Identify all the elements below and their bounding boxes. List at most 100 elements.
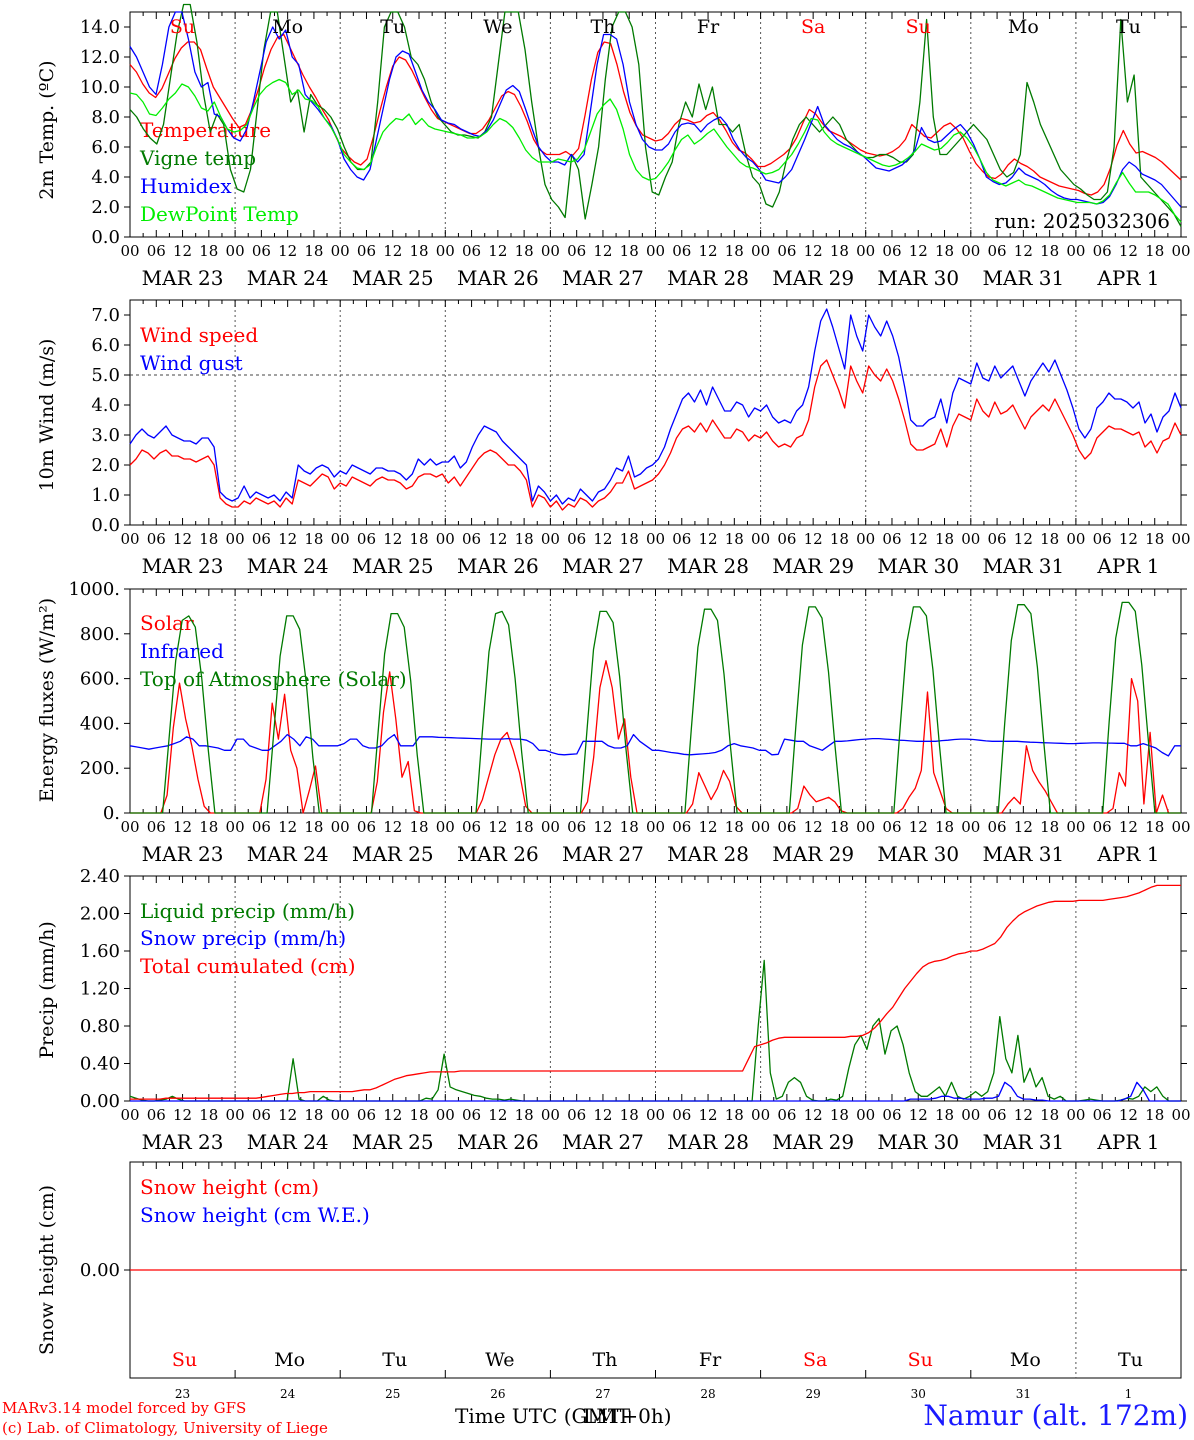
- legend-entry: Total cumulated (cm): [140, 954, 356, 978]
- hour-tick-label: 06: [147, 818, 166, 836]
- hour-tick-label: 12: [488, 242, 507, 260]
- hour-tick-label: 00: [1066, 242, 1085, 260]
- hour-tick-label: 18: [1040, 530, 1059, 548]
- hour-tick-label: 18: [515, 1106, 534, 1124]
- weekday-label-top: Mo: [272, 16, 303, 38]
- legend-entry: Snow precip (mm/h): [140, 926, 346, 950]
- hour-tick-label: 18: [935, 1106, 954, 1124]
- hour-tick-label: 06: [567, 242, 586, 260]
- y-tick-label: 14.0: [80, 17, 120, 38]
- date-label: MAR 27: [562, 554, 644, 578]
- y-tick-label: 12.0: [80, 47, 120, 68]
- hour-tick-label: 12: [909, 242, 928, 260]
- weekday-label-bottom: Sa: [803, 1349, 827, 1371]
- hour-tick-label: 06: [672, 1106, 691, 1124]
- y-tick-label: 600.: [80, 669, 120, 690]
- hour-tick-label: 06: [777, 818, 796, 836]
- model-credit-line1: MARv3.14 model forced by GFS: [2, 1399, 247, 1417]
- y-tick-label: 0.80: [80, 1016, 120, 1037]
- hour-tick-label: 12: [593, 530, 612, 548]
- y-axis-title: 2m Temp. (ºC): [36, 60, 58, 199]
- hour-tick-label: 00: [120, 1106, 139, 1124]
- hour-tick-label: 00: [856, 1106, 875, 1124]
- x-axis-title-text: Time UTC (GMT+0h): [455, 1404, 672, 1428]
- hour-tick-label: 06: [672, 530, 691, 548]
- day-number-label: 31: [1016, 1387, 1031, 1401]
- weekday-label-bottom: Fr: [699, 1349, 722, 1371]
- y-tick-label: 0.0: [91, 515, 120, 536]
- hour-tick-label: 00: [331, 818, 350, 836]
- date-label: MAR 26: [457, 266, 539, 290]
- series-line-temperature: [129, 33, 1182, 196]
- hour-tick-label: 00: [961, 818, 980, 836]
- y-tick-label: 4.0: [91, 167, 120, 188]
- weekday-label-top: Su: [170, 16, 195, 38]
- hour-tick-label: 18: [304, 1106, 323, 1124]
- hour-tick-label: 12: [804, 1106, 823, 1124]
- hour-tick-label: 06: [252, 818, 271, 836]
- day-number-label: 24: [280, 1387, 296, 1401]
- y-tick-label: 1.0: [91, 485, 120, 506]
- hour-tick-label: 12: [804, 818, 823, 836]
- hour-tick-label: 12: [593, 242, 612, 260]
- y-tick-label: 400.: [80, 713, 120, 734]
- hour-tick-label: 00: [226, 818, 245, 836]
- y-tick-label: 0.40: [80, 1054, 120, 1075]
- y-axis-title: Energy fluxes (W/m²): [36, 598, 58, 802]
- series-line-vigne-temp: [129, 3, 1182, 227]
- day-number-label: 28: [700, 1387, 715, 1401]
- hour-tick-label: 00: [226, 1106, 245, 1124]
- hour-tick-label: 18: [1145, 530, 1164, 548]
- date-label: MAR 27: [562, 1130, 644, 1154]
- hour-tick-label: 00: [120, 530, 139, 548]
- hour-tick-label: 00: [226, 242, 245, 260]
- hour-tick-label: 06: [357, 242, 376, 260]
- series-line-infrared: [129, 733, 1181, 757]
- hour-tick-label: 12: [1119, 242, 1138, 260]
- hour-tick-label: 00: [331, 1106, 350, 1124]
- y-axis-title: 10m Wind (m/s): [36, 339, 58, 492]
- hour-tick-label: 00: [541, 530, 560, 548]
- legend-entry: Wind gust: [140, 351, 243, 375]
- hour-tick-label: 18: [620, 242, 639, 260]
- x-axis-title-overlap: LMT: [583, 1404, 631, 1428]
- date-label: MAR 23: [142, 266, 224, 290]
- date-label: MAR 29: [772, 1130, 854, 1154]
- hour-tick-label: 00: [751, 530, 770, 548]
- legend-entry: Humidex: [140, 174, 232, 198]
- hour-tick-label: 12: [699, 1106, 718, 1124]
- hour-tick-label: 06: [1093, 818, 1112, 836]
- date-label: MAR 30: [877, 266, 959, 290]
- weekday-label-top: Tu: [380, 16, 405, 38]
- hour-tick-label: 18: [935, 242, 954, 260]
- hour-tick-label: 06: [988, 242, 1007, 260]
- hour-tick-label: 12: [699, 242, 718, 260]
- y-tick-label: 800.: [80, 624, 120, 645]
- y-tick-label: 0.: [103, 803, 120, 824]
- hour-tick-label: 00: [961, 242, 980, 260]
- hour-tick-label: 00: [646, 530, 665, 548]
- hour-tick-label: 18: [1145, 1106, 1164, 1124]
- hour-tick-label: 18: [935, 818, 954, 836]
- hour-tick-label: 12: [1014, 818, 1033, 836]
- hour-tick-label: 18: [1145, 818, 1164, 836]
- hour-tick-label: 00: [541, 818, 560, 836]
- hour-tick-label: 18: [1145, 242, 1164, 260]
- hour-tick-label: 00: [331, 242, 350, 260]
- hour-tick-label: 18: [409, 1106, 428, 1124]
- legend-entry: Top of Atmosphere (Solar): [140, 667, 407, 691]
- hour-tick-label: 18: [620, 1106, 639, 1124]
- date-label: APR 1: [1096, 266, 1159, 290]
- date-label: MAR 26: [457, 1130, 539, 1154]
- date-label: MAR 25: [352, 554, 434, 578]
- date-label: MAR 28: [667, 842, 749, 866]
- hour-tick-label: 00: [541, 1106, 560, 1124]
- y-tick-label: 6.0: [91, 137, 120, 158]
- hour-tick-label: 18: [515, 818, 534, 836]
- hour-tick-label: 00: [436, 1106, 455, 1124]
- day-number-label: 1: [1125, 1387, 1133, 1401]
- hour-tick-label: 12: [1014, 242, 1033, 260]
- hour-tick-label: 06: [252, 530, 271, 548]
- weekday-label-top: Fr: [697, 16, 720, 38]
